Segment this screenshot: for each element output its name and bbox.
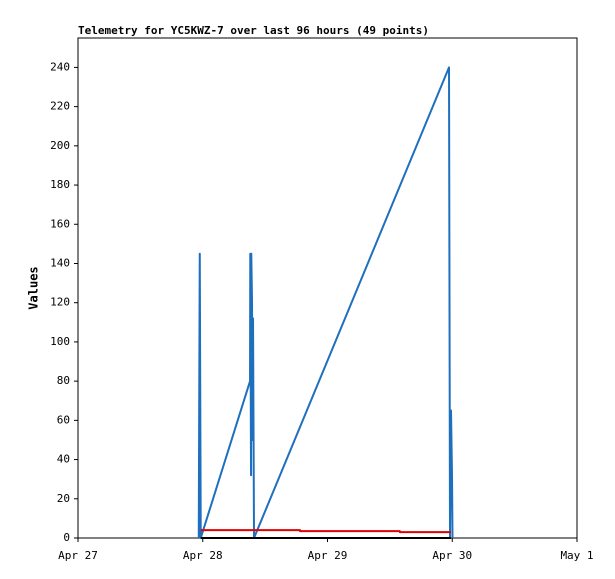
y-tick-label: 80 <box>57 374 70 387</box>
x-tick-label: Apr 29 <box>308 549 348 562</box>
y-tick-label: 20 <box>57 492 70 505</box>
y-tick-label: 240 <box>50 60 70 73</box>
y-tick-label: 60 <box>57 413 70 426</box>
x-tick-label: May 1 <box>560 549 593 562</box>
y-tick-label: 180 <box>50 178 70 191</box>
y-tick-label: 40 <box>57 453 70 466</box>
y-axis-label: Values <box>27 266 41 309</box>
plot-frame <box>77 37 578 539</box>
x-tick-label: Apr 27 <box>58 549 98 562</box>
y-tick-label: 100 <box>50 335 70 348</box>
y-tick-label: 200 <box>50 139 70 152</box>
y-tick-label: 0 <box>63 531 70 544</box>
series-line <box>200 529 451 534</box>
x-tick-label: Apr 28 <box>183 549 223 562</box>
chart-title: Telemetry for YC5KWZ-7 over last 96 hour… <box>78 24 429 37</box>
x-tick-label: Apr 30 <box>432 549 472 562</box>
series-line <box>197 66 454 539</box>
y-tick-label: 120 <box>50 296 70 309</box>
y-tick-label: 220 <box>50 100 70 113</box>
y-tick-label: 140 <box>50 256 70 269</box>
y-tick-label: 160 <box>50 217 70 230</box>
